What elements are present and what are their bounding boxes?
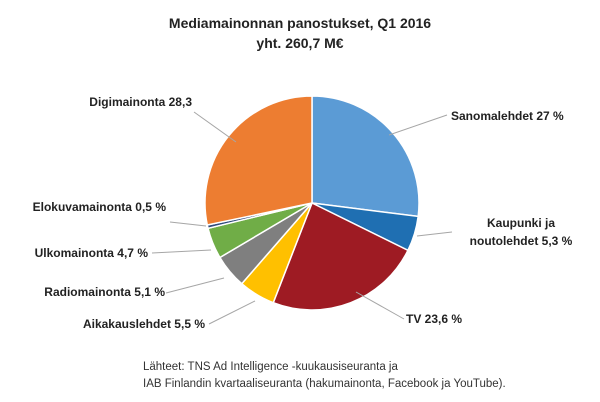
- label-kaupunki-line2: noutolehdet 5,3 %: [470, 234, 573, 248]
- slice-tv: [272, 201, 409, 311]
- leader-line-digi: [193, 111, 237, 143]
- label-radio: Radiomainonta 5,1 %: [44, 285, 165, 299]
- label-digi: Digimainonta 28,3: [89, 95, 192, 109]
- label-elokuva: Elokuvamainonta 0,5 %: [33, 200, 167, 214]
- source-line-1: Lähteet: TNS Ad Intelligence -kuukausise…: [143, 361, 398, 373]
- leader-line-radio: [165, 277, 225, 294]
- label-tv: TV 23,6 %: [406, 312, 462, 326]
- pie-slices: [204, 95, 420, 311]
- label-ulko: Ulkomainonta 4,7 %: [35, 246, 149, 260]
- chart-title: Mediamainonnan panostukset, Q1 2016: [169, 15, 431, 31]
- source-line-2: IAB Finlandin kvartaaliseuranta (hakumai…: [143, 378, 506, 390]
- leader-line-aikakauslehdet: [208, 300, 256, 325]
- leader-line-tv: [355, 291, 405, 320]
- leader-line-kaupunki: [416, 231, 453, 237]
- leader-lines: [151, 111, 453, 325]
- label-aikakauslehdet: Aikakauslehdet 5,5 %: [83, 317, 205, 331]
- leader-line-elokuva: [169, 221, 207, 227]
- chart-subtitle: yht. 260,7 M€: [256, 35, 343, 51]
- leader-line-sanomalehdet: [388, 114, 448, 136]
- slice-sanomalehdet: [311, 95, 420, 218]
- label-sanomalehdet: Sanomalehdet 27 %: [451, 109, 564, 123]
- label-kaupunki-line1: Kaupunki ja: [487, 216, 555, 230]
- leader-line-ulko: [151, 249, 212, 254]
- slice-digimainonta: [204, 95, 313, 226]
